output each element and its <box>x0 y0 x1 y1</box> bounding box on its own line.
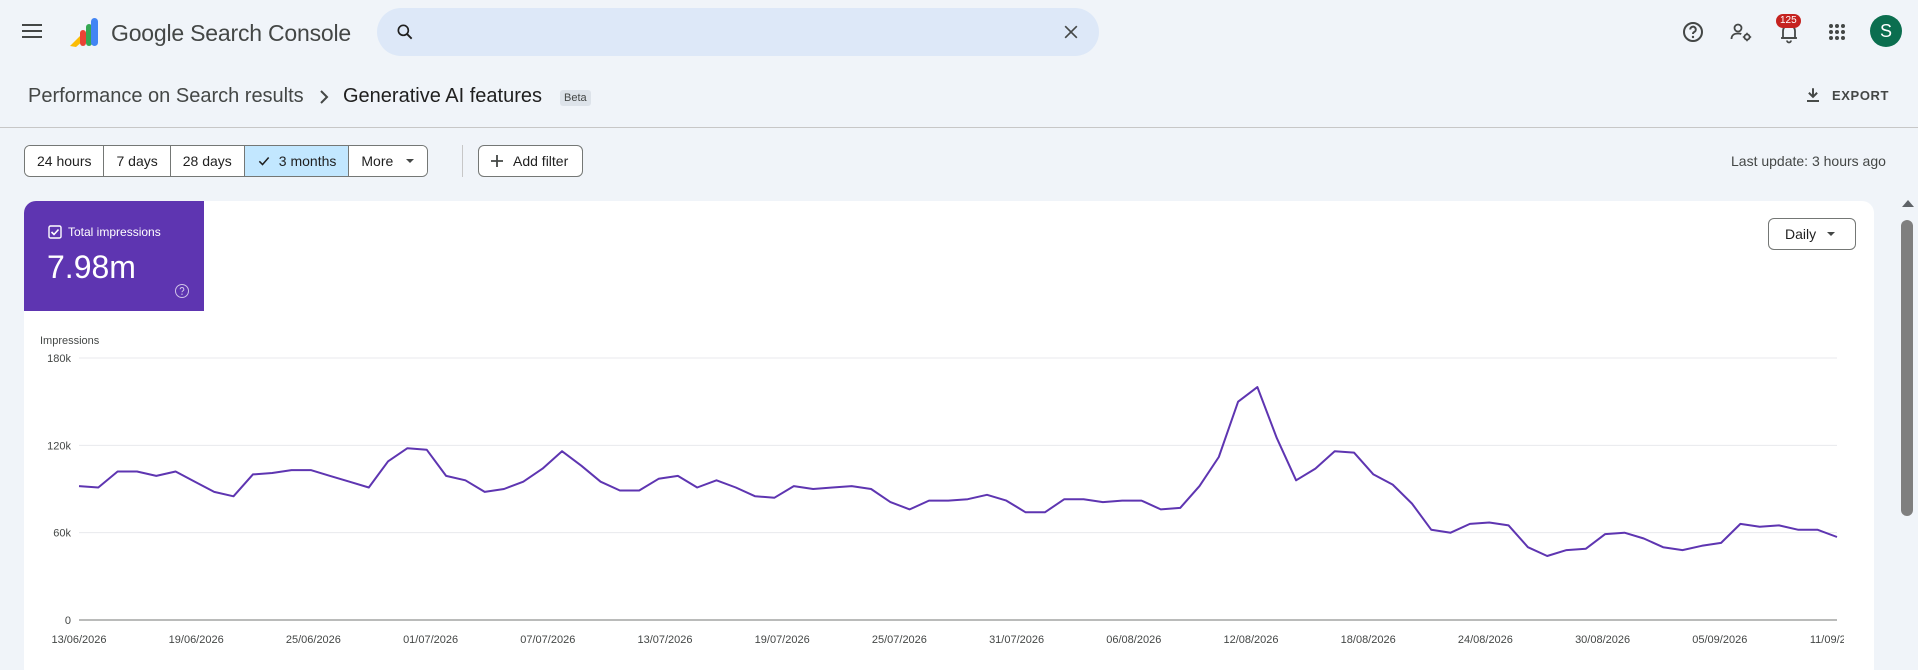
metric-label: Total impressions <box>68 225 161 239</box>
main-menu-button[interactable] <box>20 20 44 44</box>
x-tick-label: 07/07/2026 <box>520 634 575 646</box>
range-3-months-button[interactable]: 3 months <box>244 146 350 176</box>
menu-icon-line <box>22 24 42 26</box>
range-label: More <box>361 153 394 169</box>
page-title: Generative AI features <box>343 85 543 107</box>
close-icon[interactable] <box>1061 22 1081 42</box>
y-tick-label: 60k <box>53 528 71 540</box>
filter-divider <box>462 145 463 177</box>
top-bar: Google Search Console <box>0 0 1918 64</box>
notification-count-badge: 125 <box>1776 14 1801 28</box>
range-label: 7 days <box>116 153 158 169</box>
export-button[interactable]: EXPORT <box>1804 86 1889 104</box>
y-axis-label: Impressions <box>40 335 100 347</box>
x-tick-label: 13/07/2026 <box>637 634 692 646</box>
range-7-days-button[interactable]: 7 days <box>104 146 171 176</box>
metric-header: Total impressions <box>48 225 161 239</box>
range-label: 24 hours <box>37 153 92 169</box>
download-icon <box>1807 88 1819 102</box>
date-range-selector: 24 hours 7 days 28 days 3 months More <box>24 145 429 177</box>
user-settings-icon <box>1730 23 1752 42</box>
x-tick-label: 18/08/2026 <box>1341 634 1396 646</box>
y-tick-label: 120k <box>47 440 71 452</box>
avatar[interactable]: S <box>1870 15 1902 47</box>
x-tick-label: 19/07/2026 <box>755 634 810 646</box>
app-title: Google Search Console <box>111 20 352 46</box>
plus-icon <box>491 155 503 167</box>
y-tick-label: 180k <box>47 353 71 365</box>
x-tick-label: 11/09/2026 <box>1810 634 1844 646</box>
performance-chart-card <box>24 201 1874 670</box>
breadcrumb-parent-link[interactable]: Performance on Search results <box>28 85 304 107</box>
x-tick-label: 25/07/2026 <box>872 634 927 646</box>
x-tick-label: 30/08/2026 <box>1575 634 1630 646</box>
search-console-logo-icon <box>70 18 98 47</box>
check-icon <box>258 157 270 166</box>
impressions-line-chart: Impressions 0 60k 120k 180k 13/06/2026 19/06/2… <box>40 335 1844 646</box>
caret-down-icon <box>1827 232 1836 236</box>
x-tick-label: 25/06/2026 <box>286 634 341 646</box>
apps-button[interactable] <box>1821 16 1853 48</box>
chevron-right-icon <box>320 90 329 104</box>
x-tick-label: 31/07/2026 <box>989 634 1044 646</box>
x-tick-label: 06/08/2026 <box>1106 634 1161 646</box>
beta-badge: Beta <box>560 90 591 106</box>
help-icon <box>1683 22 1703 42</box>
apps-grid-icon <box>1829 24 1845 40</box>
last-update-text: Last update: 3 hours ago <box>1731 153 1886 169</box>
manage-users-button[interactable] <box>1725 16 1757 48</box>
help-button[interactable] <box>1677 16 1709 48</box>
help-icon[interactable] <box>174 283 190 299</box>
caret-down-icon <box>406 159 415 163</box>
x-tick-label: 12/08/2026 <box>1223 634 1278 646</box>
metric-value: 7.98m <box>47 249 136 285</box>
add-filter-label: Add filter <box>513 153 569 169</box>
total-impressions-metric[interactable]: Total impressions 7.98m <box>24 201 204 311</box>
range-label: 28 days <box>182 153 232 169</box>
x-tick-label: 24/08/2026 <box>1458 634 1513 646</box>
menu-icon-line <box>22 30 42 32</box>
impressions-series-line <box>78 386 1838 557</box>
page-header: Performance on Search results Generative… <box>0 64 1918 128</box>
range-label: 3 months <box>278 153 337 169</box>
granularity-value: Daily <box>1785 226 1817 242</box>
granularity-dropdown[interactable]: Daily <box>1768 218 1856 250</box>
search-bar[interactable] <box>377 8 1099 56</box>
scrollbar-thumb[interactable] <box>1901 220 1913 516</box>
menu-icon-line <box>22 36 42 38</box>
scroll-up-arrow-icon[interactable] <box>1902 200 1914 207</box>
x-tick-label: 05/09/2026 <box>1692 634 1747 646</box>
x-tick-label: 19/06/2026 <box>169 634 224 646</box>
search-icon <box>397 24 413 40</box>
y-tick-label: 0 <box>65 615 71 627</box>
search-input[interactable] <box>429 16 1029 48</box>
x-tick-label: 01/07/2026 <box>403 634 458 646</box>
export-label: EXPORT <box>1832 87 1890 103</box>
range-24-hours-button[interactable]: 24 hours <box>25 146 105 176</box>
range-more-button[interactable]: More <box>349 146 428 176</box>
add-filter-button[interactable]: Add filter <box>478 145 584 177</box>
x-tick-label: 13/06/2026 <box>51 634 106 646</box>
checkbox-checked-icon[interactable] <box>48 225 62 239</box>
range-28-days-button[interactable]: 28 days <box>170 146 245 176</box>
